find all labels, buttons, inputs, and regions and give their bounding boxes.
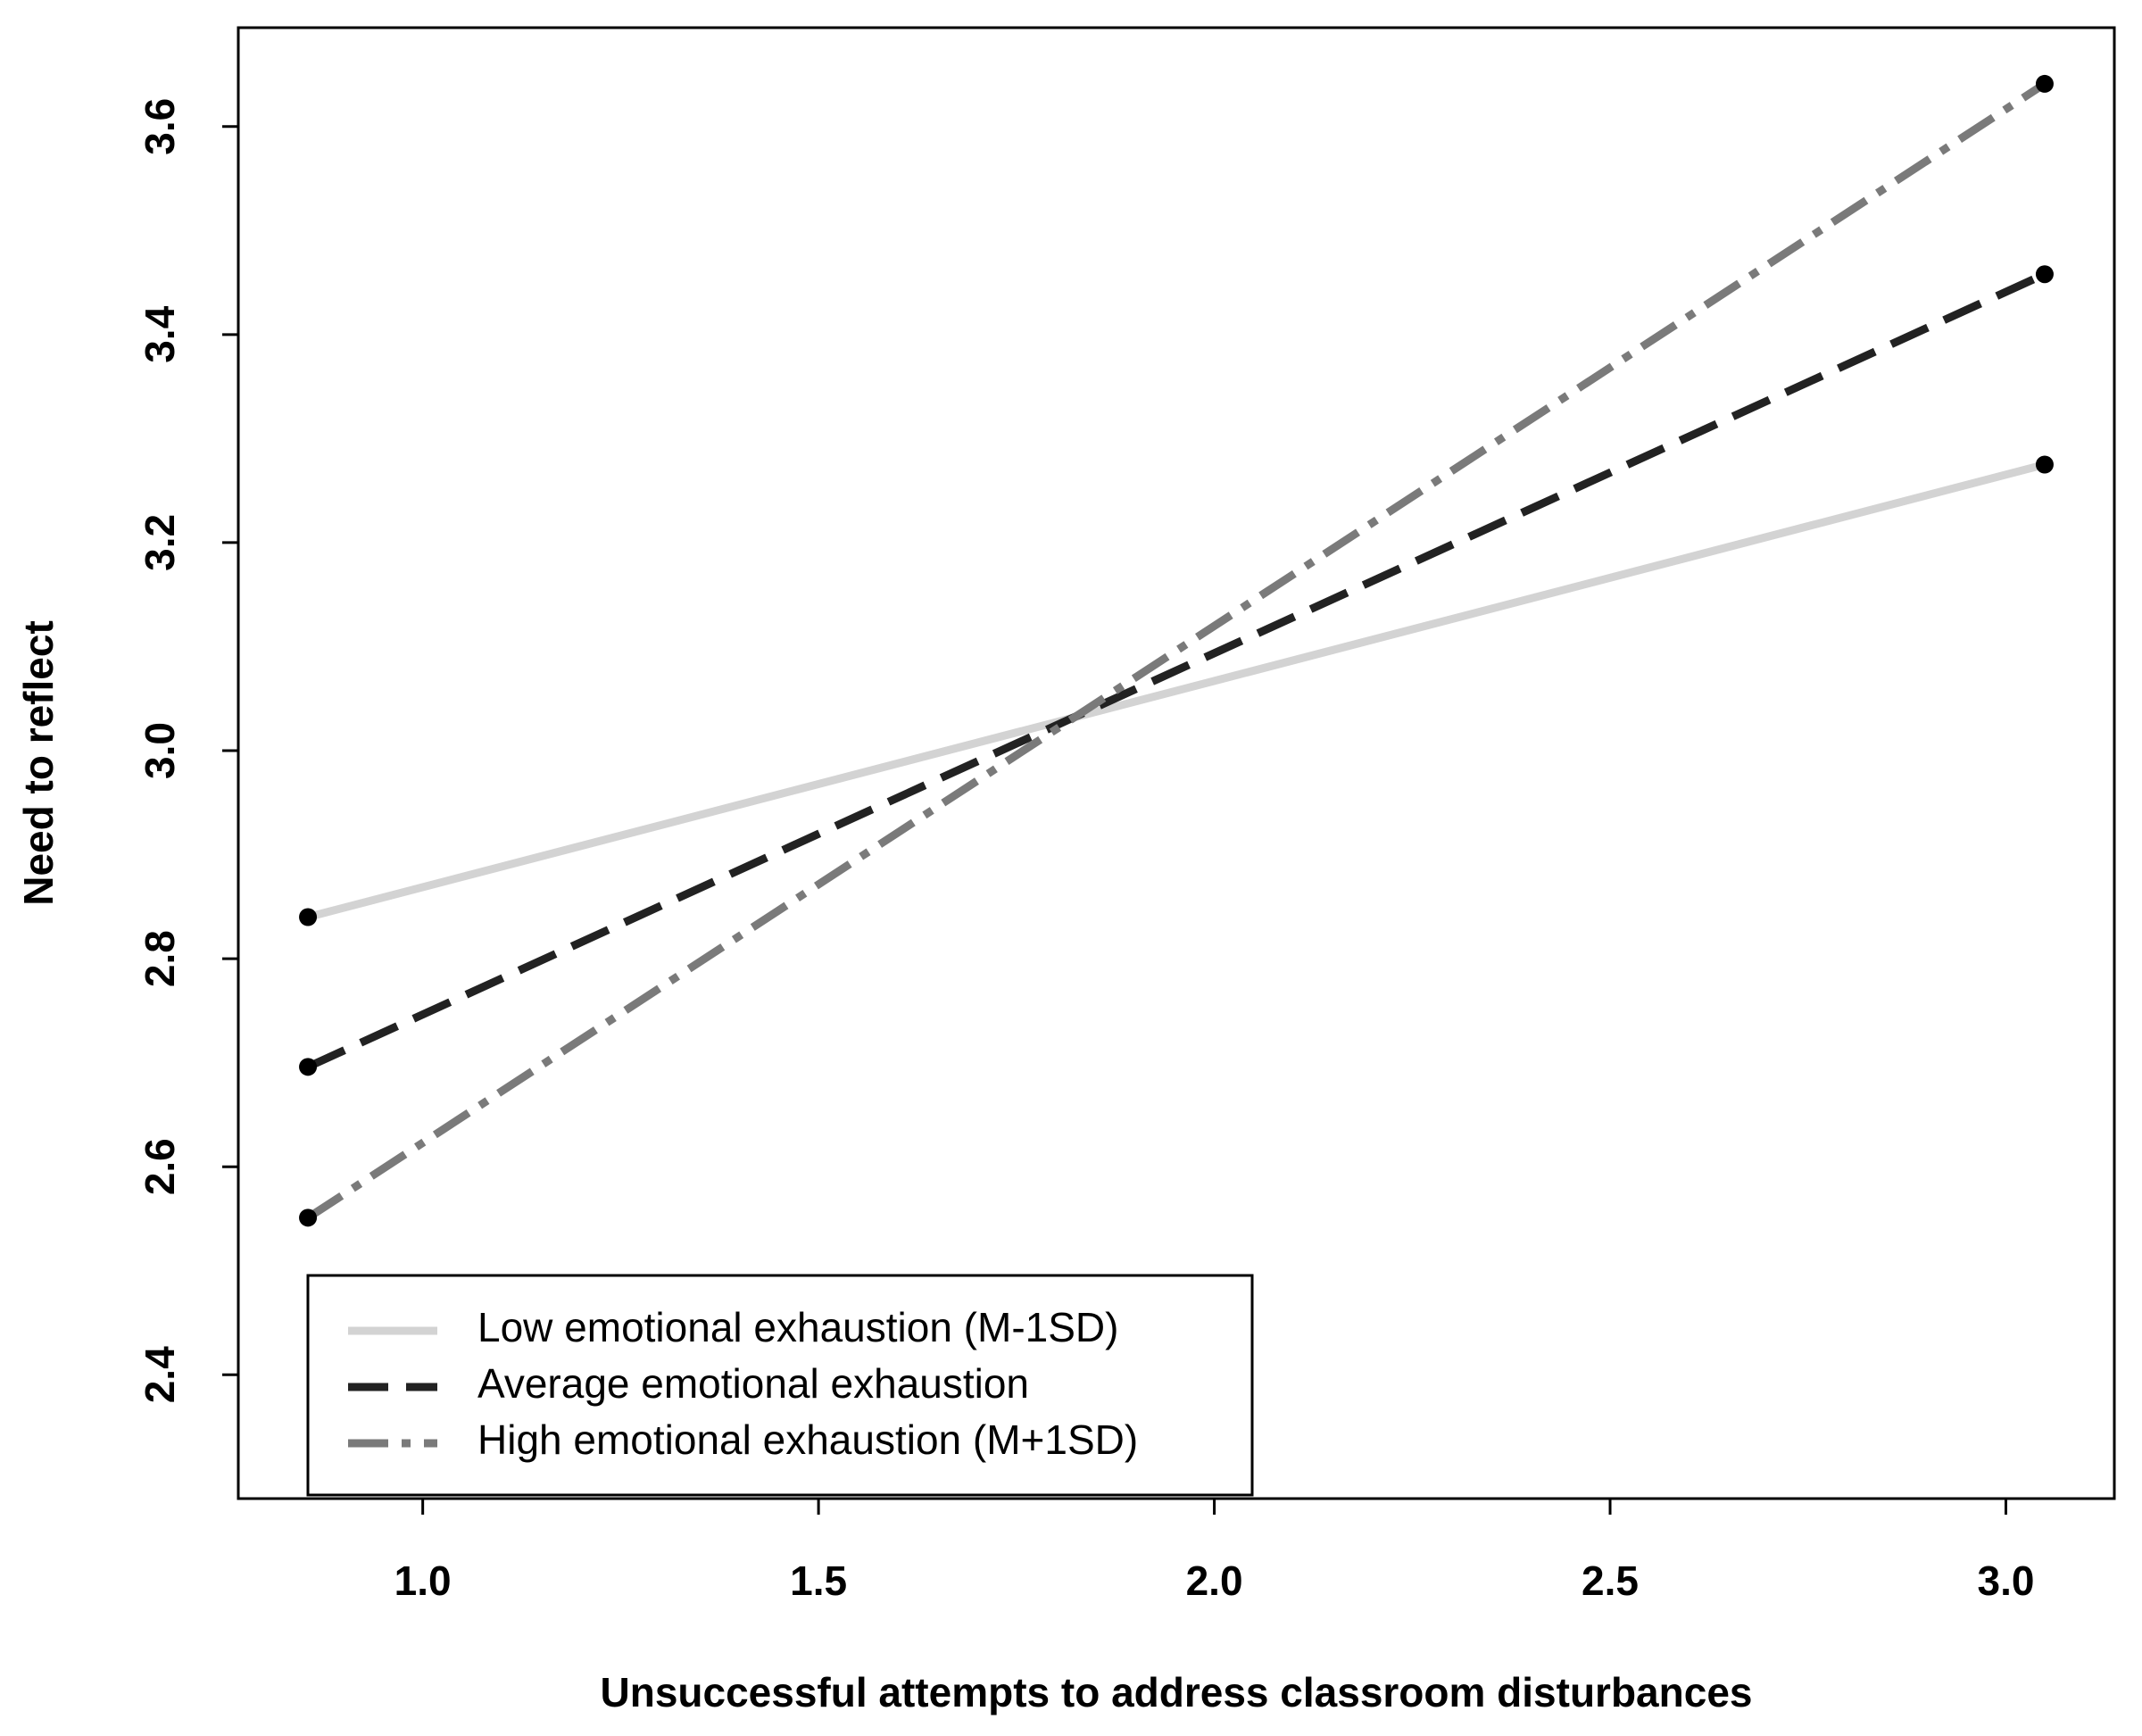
x-tick-label: 1.5 xyxy=(790,1557,847,1604)
data-point xyxy=(2035,455,2054,474)
data-point xyxy=(299,1209,318,1227)
y-axis-title: Need to reflect xyxy=(15,620,62,906)
legend-label: Low emotional exhaustion (M-1SD) xyxy=(477,1304,1118,1350)
series-line xyxy=(305,80,2047,1222)
x-tick-label: 2.0 xyxy=(1186,1557,1243,1604)
series-line xyxy=(306,461,2047,921)
y-tick-label: 2.4 xyxy=(137,1346,183,1403)
y-tick-label: 3.4 xyxy=(137,305,183,362)
legend-box xyxy=(306,1274,1254,1497)
legend-label: High emotional exhaustion (M+1SD) xyxy=(477,1416,1138,1463)
data-point xyxy=(2035,265,2054,284)
data-point xyxy=(2035,74,2054,93)
series-line xyxy=(306,270,2047,1071)
y-tick-label: 2.6 xyxy=(137,1138,183,1195)
data-point xyxy=(299,1058,318,1076)
x-axis-title: Unsuccessful attempts to address classro… xyxy=(601,1669,1753,1715)
x-tick-label: 2.5 xyxy=(1582,1557,1639,1604)
x-tick-label: 3.0 xyxy=(1978,1557,2035,1604)
data-point xyxy=(299,908,318,926)
y-tick-label: 2.8 xyxy=(137,930,183,987)
legend-label: Average emotional exhaustion xyxy=(477,1360,1029,1407)
y-tick-label: 3.2 xyxy=(137,514,183,571)
plot-frame xyxy=(237,26,2116,1500)
y-tick-label: 3.0 xyxy=(137,722,183,779)
y-tick-label: 3.6 xyxy=(137,98,183,155)
x-tick-label: 1.0 xyxy=(394,1557,452,1604)
